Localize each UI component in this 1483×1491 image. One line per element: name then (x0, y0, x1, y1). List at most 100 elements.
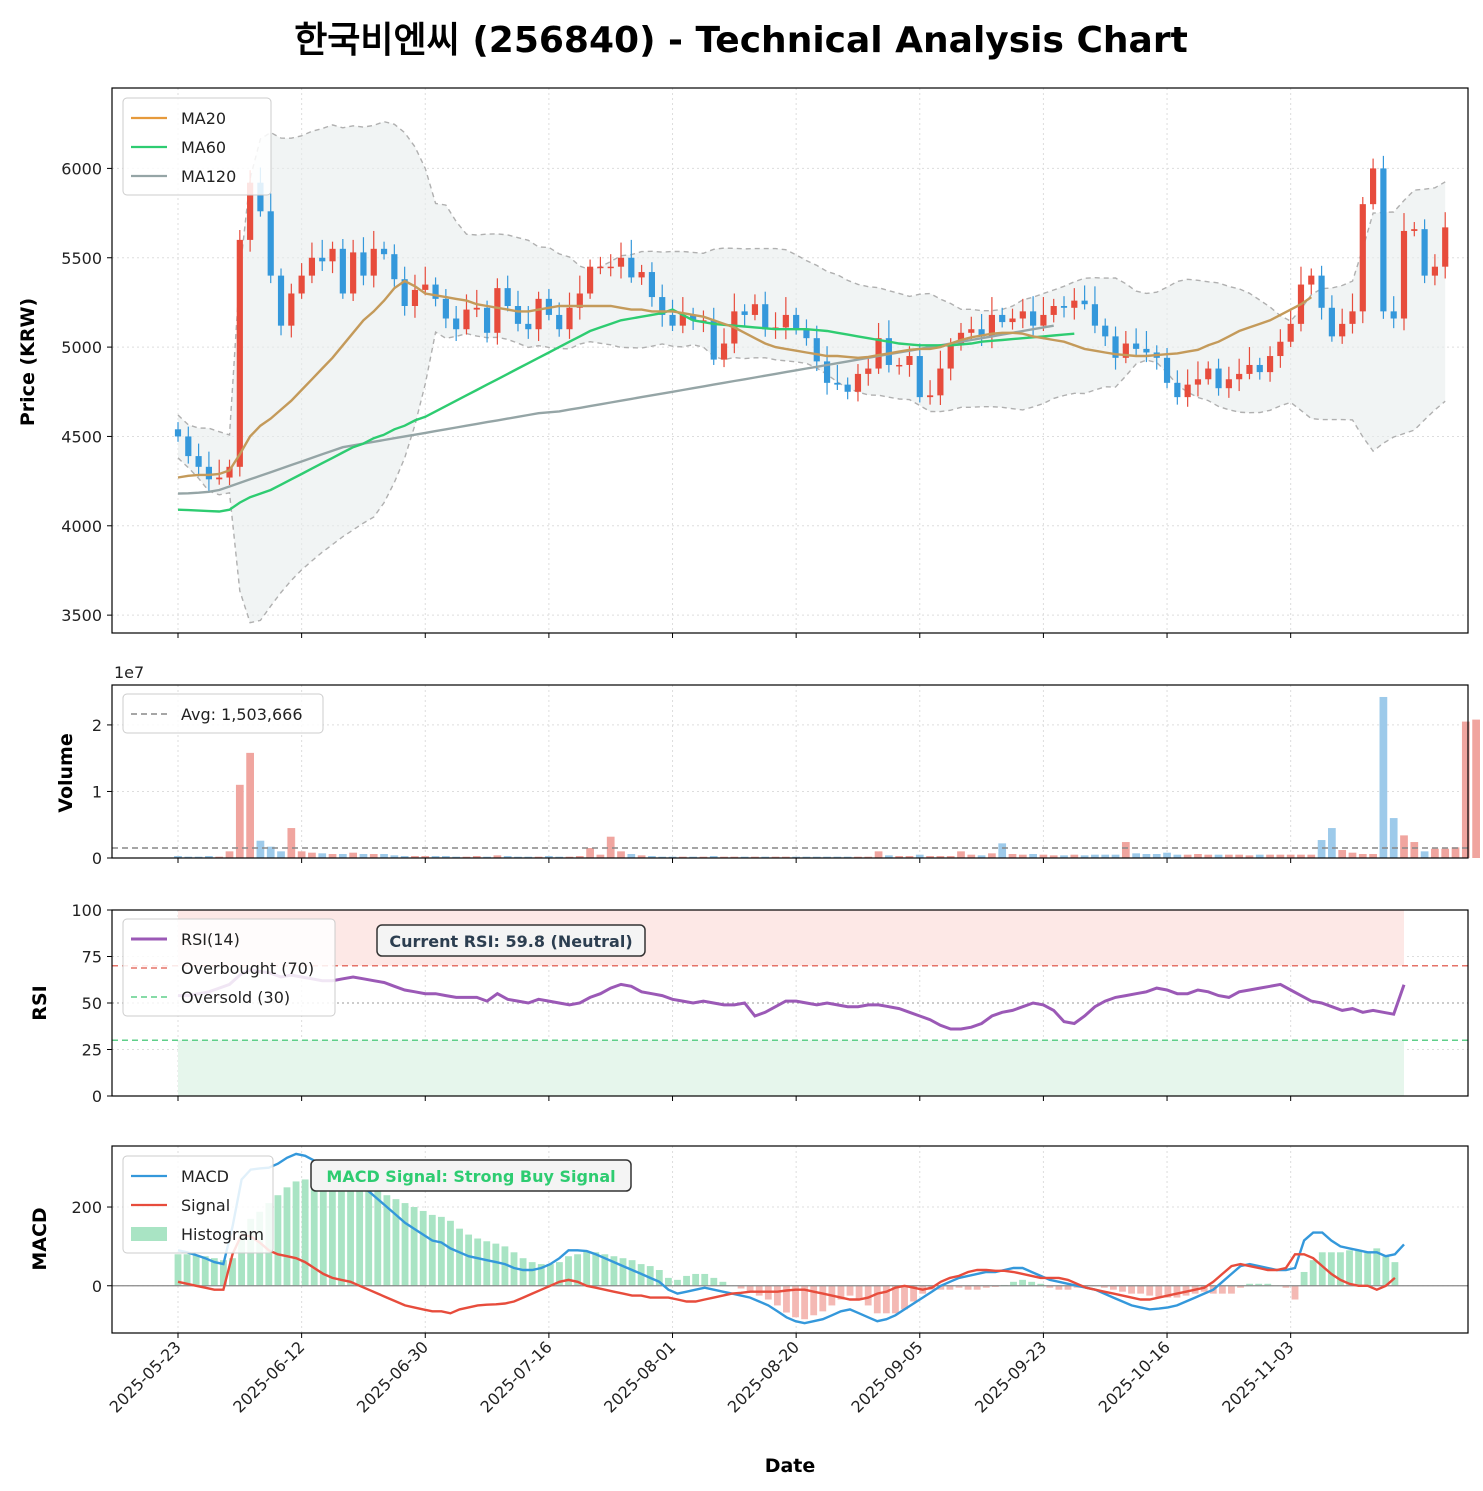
legend-entry: MA20 (181, 109, 226, 128)
histogram-bar (465, 1234, 473, 1286)
candle-body (813, 338, 820, 362)
candle-body (1194, 379, 1202, 385)
volume-bar (1091, 854, 1099, 858)
histogram-bar (619, 1258, 627, 1286)
y-tick-label: 2 (92, 716, 102, 735)
y-tick-label: 100 (71, 901, 102, 920)
volume-bar (308, 852, 316, 858)
rsi-panel: 0 25 50 75 100 RSI(14) Overbought (70) Oversold… (71, 901, 1469, 1106)
candle-body (1390, 311, 1397, 319)
legend-entry: MA120 (181, 167, 236, 186)
volume-bar (977, 855, 986, 858)
bollinger-upper-line (177, 120, 1446, 436)
volume-bar (380, 854, 388, 858)
candle-body (205, 466, 212, 480)
volume-bar (1276, 854, 1285, 858)
candle-body (1277, 341, 1284, 357)
histogram-bar (1228, 1285, 1235, 1294)
volume-bar (957, 851, 965, 858)
candle-body (1174, 382, 1181, 398)
candle-body (226, 466, 233, 478)
histogram-bar (1391, 1262, 1399, 1286)
signal-line (177, 1233, 1396, 1315)
legend-entry: Overbought (70) (181, 959, 314, 978)
volume-bar (215, 856, 224, 858)
x-tick-label: 2025-06-12 (229, 1337, 308, 1416)
volume-bar (421, 856, 430, 858)
volume-bar (596, 854, 605, 858)
histogram-bar (592, 1252, 600, 1286)
candle-body (648, 272, 656, 298)
candle-body (453, 318, 460, 330)
candle-body (1308, 275, 1315, 285)
candle-body (411, 289, 419, 306)
volume-bar (411, 856, 419, 858)
legend-box (122, 97, 272, 196)
volume-bar (1451, 847, 1460, 858)
histogram-bar (528, 1262, 536, 1286)
histogram-bar (710, 1277, 718, 1286)
histogram-bar (1364, 1252, 1372, 1286)
volume-bar (534, 856, 543, 858)
candle-body (236, 239, 243, 467)
histogram-bar (892, 1285, 899, 1314)
histogram-bar (1246, 1283, 1254, 1286)
histogram-bar (583, 1251, 591, 1286)
legend-entry: MACD (181, 1167, 229, 1186)
histogram-bar (383, 1195, 391, 1286)
volume-bar (1420, 851, 1429, 858)
overbought-zone (178, 910, 1404, 966)
histogram-bar (347, 1183, 354, 1286)
histogram-bar (1146, 1285, 1154, 1296)
volume-bar (1379, 696, 1388, 858)
volume-bar (606, 836, 615, 858)
volume-bar (1400, 835, 1408, 858)
candle-body (195, 456, 202, 467)
histogram-bar (982, 1285, 990, 1288)
x-tick-label: 2025-06-30 (353, 1337, 432, 1416)
histogram-bar (229, 1258, 236, 1286)
macd-annotation-box (310, 1159, 632, 1192)
histogram-bar (601, 1254, 609, 1286)
panel-frame (111, 1145, 1469, 1334)
volume-bar (864, 856, 873, 858)
histogram-bar (1300, 1271, 1308, 1286)
histogram-bar (792, 1285, 799, 1318)
histogram-bar (1309, 1260, 1317, 1286)
volume-bar (359, 854, 368, 858)
y-tick-label: 4500 (61, 427, 102, 446)
volume-bar (1194, 854, 1202, 858)
candle-body (277, 275, 285, 326)
volume-bar (1029, 854, 1037, 858)
candle-body (1318, 275, 1325, 308)
volume-bar (1101, 854, 1110, 858)
volume-bar (1431, 848, 1439, 858)
histogram-bar (719, 1281, 727, 1286)
candle-body (339, 248, 346, 294)
candle-body (741, 311, 748, 315)
histogram-bar (220, 1260, 227, 1286)
y-tick-label: 5500 (61, 249, 102, 268)
volume-bar (854, 856, 862, 858)
candle-body (1050, 306, 1057, 315)
histogram-bar (210, 1258, 218, 1286)
candle-body (617, 257, 625, 267)
volume-bar (1369, 854, 1377, 858)
candle-body (1205, 368, 1212, 380)
candle-body (1143, 348, 1150, 353)
histogram-bar (274, 1195, 282, 1286)
candle-body (247, 182, 254, 240)
volume-bar (730, 856, 739, 858)
rsi-line (178, 967, 1406, 1031)
volume-bar (1142, 854, 1151, 858)
volume-bar (1214, 854, 1223, 858)
histogram-bar (310, 1178, 318, 1286)
candle-body (494, 288, 501, 333)
candle-body (690, 314, 697, 321)
candle-body (720, 343, 728, 360)
volume-bar (565, 856, 574, 858)
volume-bar (545, 856, 553, 858)
histogram-bar (319, 1177, 327, 1286)
candle-body (834, 382, 841, 385)
rsi-annotation-box (376, 924, 646, 957)
